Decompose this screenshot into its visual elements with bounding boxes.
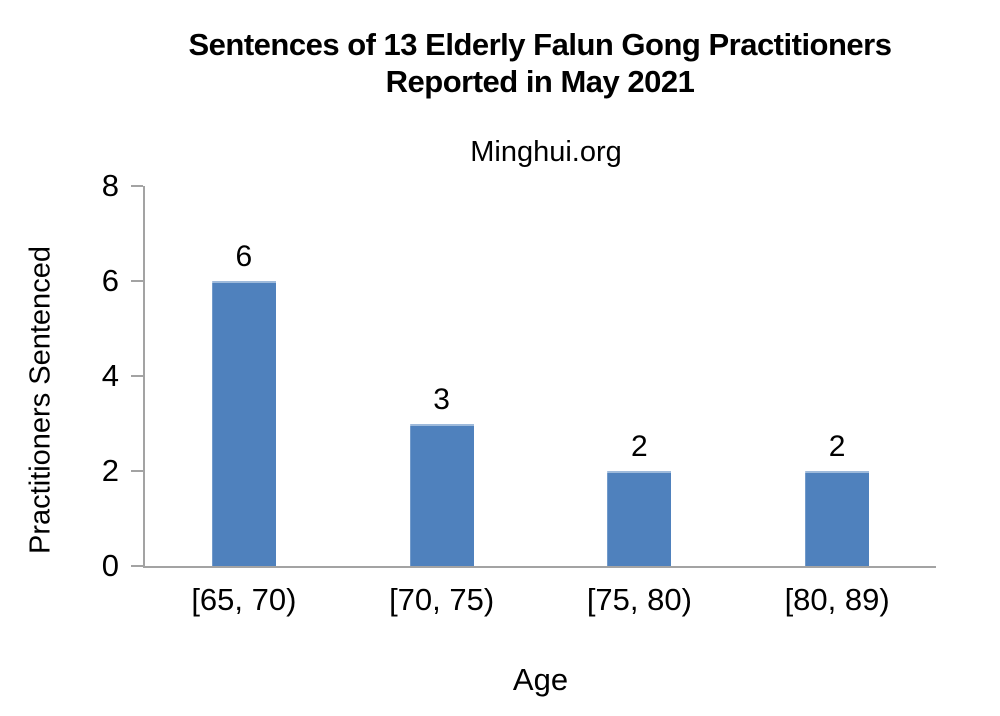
chart-title-line1: Sentences of 13 Elderly Falun Gong Pract… (188, 27, 892, 62)
y-tick-mark (131, 185, 143, 187)
bar-value-label: 2 (828, 430, 846, 463)
chart-title: Sentences of 13 Elderly Falun Gong Pract… (80, 26, 1000, 100)
bars-container: 6 3 2 2 (145, 186, 936, 566)
bar-slot: 2 (738, 186, 936, 566)
bar-slot: 3 (343, 186, 541, 566)
chart-subtitle: Minghui.org (470, 136, 622, 168)
bar (211, 281, 276, 566)
x-tick-label: [80, 89) (784, 582, 890, 617)
y-tick-label: 0 (101, 548, 119, 583)
bar (607, 471, 672, 566)
x-axis-labels: [65, 70) [70, 75) [75, 80) [80, 89) (145, 582, 936, 618)
bar-value-label: 3 (433, 382, 450, 416)
x-axis-title: Age (512, 662, 569, 697)
bar-value-label: 2 (631, 430, 648, 463)
x-tick-label: [70, 75) (389, 582, 495, 617)
x-tick-label: [75, 80) (586, 582, 692, 617)
bar-slot: 2 (541, 186, 739, 566)
bar-value-label: 6 (235, 240, 253, 273)
y-tick-label: 2 (101, 453, 119, 488)
bar-slot: 6 (145, 186, 343, 566)
plot-area: 0 2 4 6 8 6 3 2 2 (102, 169, 936, 583)
y-tick-label: 8 (101, 168, 119, 203)
y-tick-mark (131, 280, 143, 282)
y-tick-mark (131, 470, 143, 472)
y-tick-label: 6 (101, 263, 119, 298)
bar (805, 471, 870, 566)
chart-title-line2: Reported in May 2021 (385, 64, 695, 99)
x-tick-label: [65, 70) (191, 582, 297, 617)
y-tick-mark (131, 565, 143, 567)
bar (409, 423, 474, 566)
y-tick-label: 4 (101, 358, 119, 393)
y-tick-mark (131, 375, 143, 377)
